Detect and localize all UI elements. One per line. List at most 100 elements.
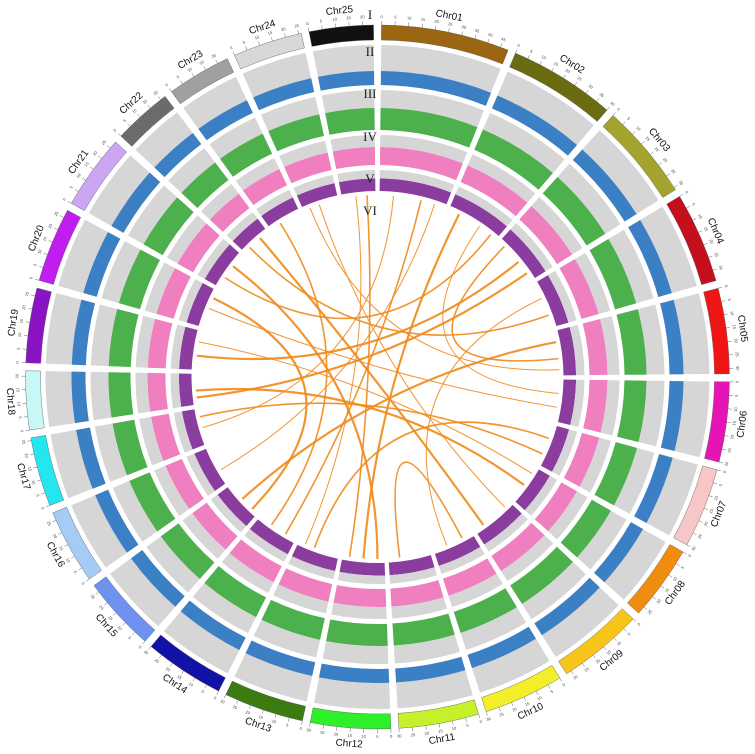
tick-label: 0 [735,380,740,383]
tick-mark [25,429,30,431]
track-background [256,189,293,216]
track-band [278,568,333,602]
tick-mark [204,684,207,689]
tick-mark [158,96,161,100]
tick-label: 25 [46,520,53,527]
tick-mark [309,722,311,727]
tick-label: 20 [655,597,662,604]
tick-label: 15 [438,728,444,734]
tick-mark [603,646,607,650]
track-band [616,309,647,375]
tick-mark [191,73,195,77]
track-background [279,140,328,167]
tick-label: 10 [17,332,23,338]
tick-mark [698,230,703,233]
tick-label: 0 [80,581,86,586]
link [362,213,460,559]
tick-mark [721,300,726,302]
track-band [284,152,332,184]
tick-label: 20 [653,146,660,153]
tick-label: 15 [420,17,426,23]
tick-label: 5 [18,416,23,420]
track-background [534,577,619,658]
tick-mark [632,618,637,622]
tick-label: 0 [112,127,118,133]
tick-mark [547,684,551,689]
ideogram [703,288,730,375]
track-band [291,544,338,572]
tick-mark [438,723,441,728]
chromosome-name: Chr04 [705,216,726,246]
track-band [165,458,204,510]
tick-mark [158,654,162,659]
tick-mark [708,495,713,498]
track-band [249,519,294,555]
tick-mark [692,532,697,535]
tick-label: 5 [286,722,290,728]
tick-label: 10 [131,107,138,114]
track-band [333,585,387,607]
tick-mark [570,670,574,675]
track-background [167,215,207,264]
tick-label: 20 [334,731,340,737]
tick-label: 15 [83,160,90,167]
track-band [112,419,148,476]
track-label: III [364,86,377,101]
track-band [220,133,273,177]
track-background [379,170,455,193]
tick-label: 35 [599,92,606,99]
tick-mark [98,155,102,159]
track-band [245,640,316,676]
track-background [455,186,513,227]
tick-label: 40 [609,100,616,107]
track-background [288,556,336,580]
track-label: II [366,44,375,59]
tick-label: 10 [635,125,642,132]
tick-mark [104,602,108,606]
tick-mark [39,265,44,268]
link [199,402,543,455]
tick-label: 30 [143,649,150,656]
track-band [560,499,611,558]
tick-label: 5 [73,570,79,575]
tick-label: 25 [662,157,669,164]
tick-label: 5 [127,635,133,641]
tick-label: 45 [501,36,508,43]
tick-mark [718,287,723,289]
tick-mark [148,646,152,650]
track-band [395,656,466,683]
tick-mark [132,632,136,636]
track-band [617,380,647,443]
tick-label: 10 [672,575,679,582]
track-band [181,409,205,450]
track-band [660,299,684,375]
tick-label: 20 [245,709,252,716]
tick-mark [461,31,463,36]
tick-mark [582,663,585,667]
tick-mark [236,700,239,704]
track-background [491,71,594,156]
tick-label: 15 [553,61,560,68]
tick-label: 0 [636,621,642,627]
tick-mark [122,622,126,626]
link [451,245,559,362]
track-band [628,220,672,298]
track-band [181,162,229,208]
tick-mark [421,23,423,28]
ideogram [602,115,676,198]
tick-label: 15 [16,388,21,393]
track-background [572,130,659,222]
tick-label: 15 [347,733,353,738]
tick-label: 15 [27,466,33,472]
track-band [111,172,161,233]
tick-mark [660,585,665,589]
tick-label: 5 [376,734,379,739]
chromosome-name: Chr02 [557,53,586,77]
tick-mark [321,25,323,30]
track-band [209,193,250,232]
tick-mark [95,591,99,595]
tracks [45,45,710,709]
tick-mark [322,724,324,729]
track-background [337,571,386,584]
tick-mark [703,243,708,246]
